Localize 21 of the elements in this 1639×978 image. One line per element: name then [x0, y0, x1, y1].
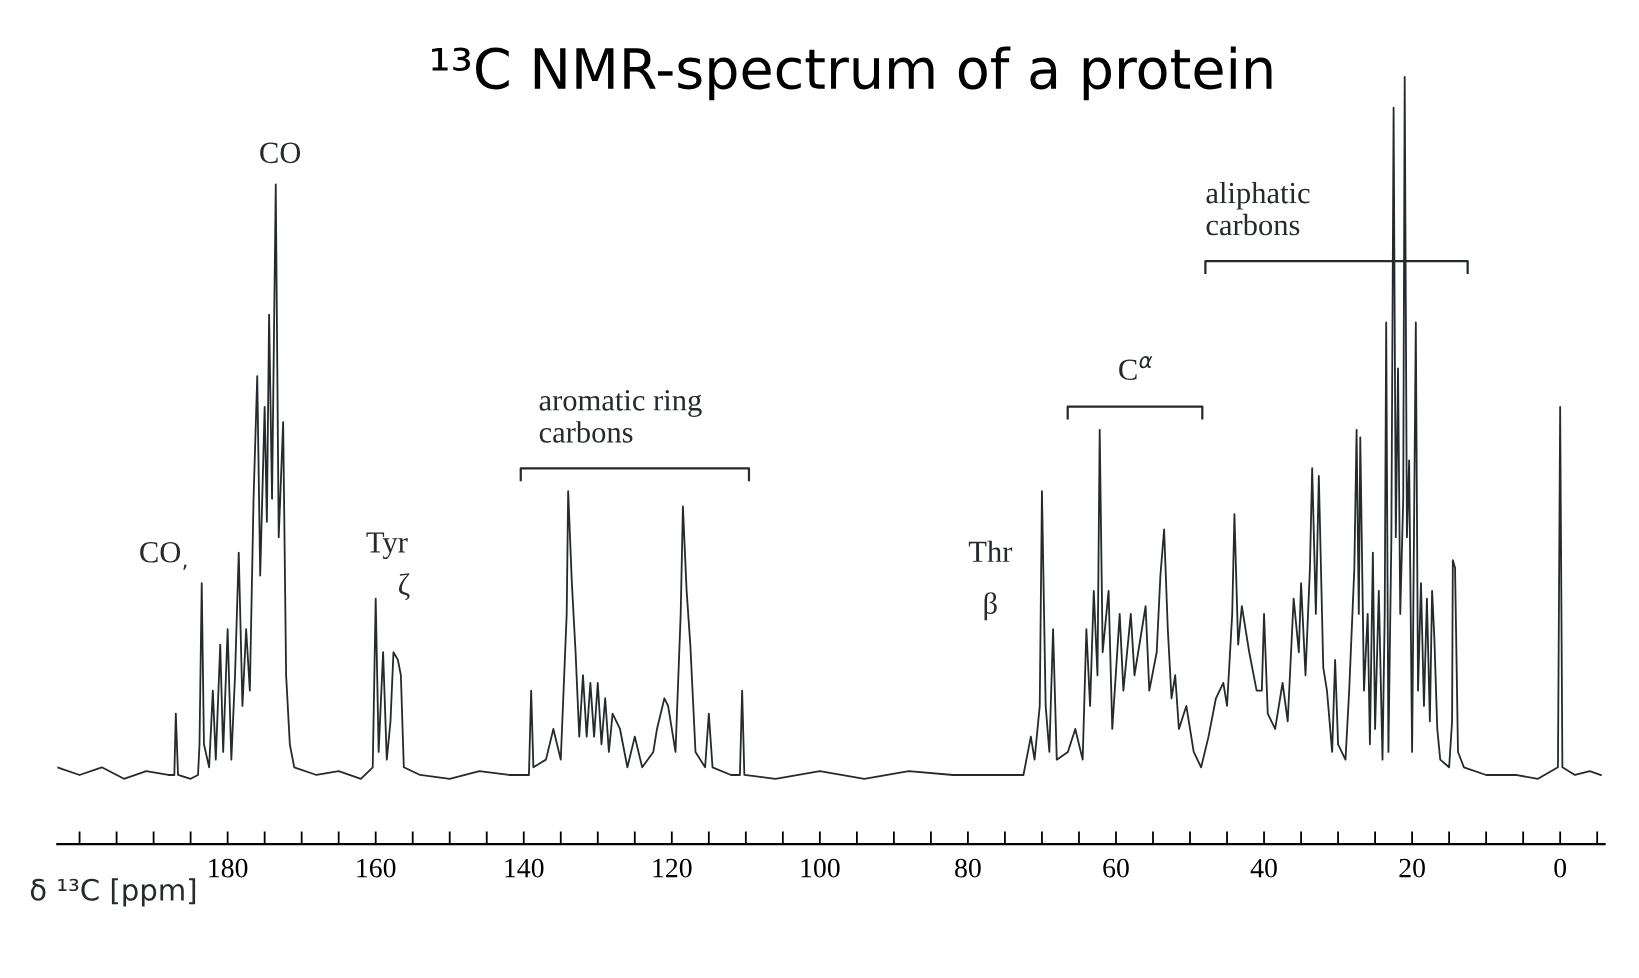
annotation: aliphatic carbons	[1206, 181, 1310, 236]
annotation: CO$_{,}$	[140, 542, 187, 570]
x-tick-label: 40	[1250, 858, 1277, 878]
x-tick-label: 180	[209, 858, 248, 878]
annotation: ζ	[398, 573, 410, 601]
annotation: CO	[260, 142, 301, 164]
x-tick-label: 160	[357, 858, 396, 878]
annotation: aromatic ring carbons	[539, 390, 702, 443]
chart-title: ¹³C NMR-spectrum of a protein	[432, 46, 1272, 101]
annotation: Tyr	[366, 532, 408, 559]
annotation: Thr	[968, 540, 1013, 562]
x-tick-label: 100	[801, 858, 840, 878]
x-tick-label: 20	[1399, 858, 1425, 878]
x-tick-label: 60	[1103, 858, 1129, 878]
annotation: C$^{α}$	[1119, 356, 1153, 380]
x-axis-title: δ ¹³C [ppm]	[30, 878, 196, 907]
x-tick-label: 0	[1554, 858, 1567, 878]
x-tick-label: 120	[653, 858, 692, 878]
annotation: β	[984, 592, 997, 621]
x-tick-label: 140	[505, 858, 544, 878]
x-tick-label: 80	[955, 858, 981, 878]
